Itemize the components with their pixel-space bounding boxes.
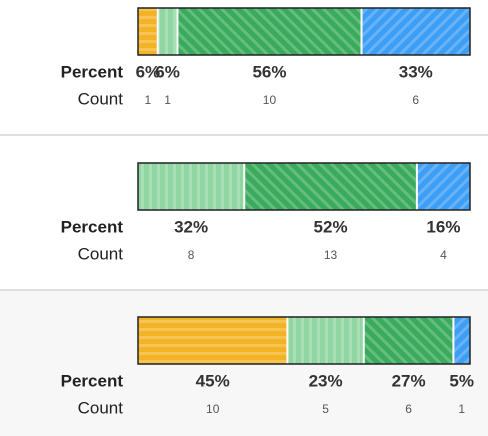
bar-segment xyxy=(453,317,470,364)
row-label: Count xyxy=(78,398,124,417)
count-label: 10 xyxy=(263,93,277,107)
row-label: Percent xyxy=(61,217,124,236)
row-label: Percent xyxy=(61,371,124,390)
bar-segment xyxy=(138,163,245,210)
percent-label: 56% xyxy=(252,62,286,81)
percent-label: 5% xyxy=(449,371,474,390)
row-label: Percent xyxy=(61,62,124,81)
count-label: 1 xyxy=(145,93,152,107)
percent-label: 52% xyxy=(314,217,348,236)
percent-label: 16% xyxy=(426,217,460,236)
count-label: 4 xyxy=(440,248,447,262)
count-label: 6 xyxy=(405,402,412,416)
percent-label: 32% xyxy=(174,217,208,236)
bar-segment xyxy=(363,317,454,364)
bar-segment xyxy=(157,8,178,55)
count-label: 5 xyxy=(322,402,329,416)
percent-label: 6% xyxy=(155,62,180,81)
bar-segment xyxy=(244,163,417,210)
count-label: 1 xyxy=(458,402,465,416)
bar-segment xyxy=(177,8,362,55)
bar-outline xyxy=(137,316,471,365)
bar-segment xyxy=(138,8,158,55)
count-label: 10 xyxy=(206,402,220,416)
percent-label: 6% xyxy=(136,62,161,81)
bar-segment xyxy=(416,163,470,210)
bar-segment xyxy=(287,317,364,364)
row-label: Count xyxy=(78,244,124,263)
percent-label: 27% xyxy=(392,371,426,390)
row-label: Count xyxy=(78,89,124,108)
bar-segment xyxy=(361,8,470,55)
percent-label: 23% xyxy=(309,371,343,390)
percent-label: 45% xyxy=(196,371,230,390)
bar-outline xyxy=(137,7,471,56)
count-label: 6 xyxy=(412,93,419,107)
percent-label: 33% xyxy=(399,62,433,81)
count-label: 13 xyxy=(324,248,338,262)
bar-outline xyxy=(137,162,471,211)
count-label: 8 xyxy=(188,248,195,262)
bar-segment xyxy=(138,317,288,364)
count-label: 1 xyxy=(164,93,171,107)
